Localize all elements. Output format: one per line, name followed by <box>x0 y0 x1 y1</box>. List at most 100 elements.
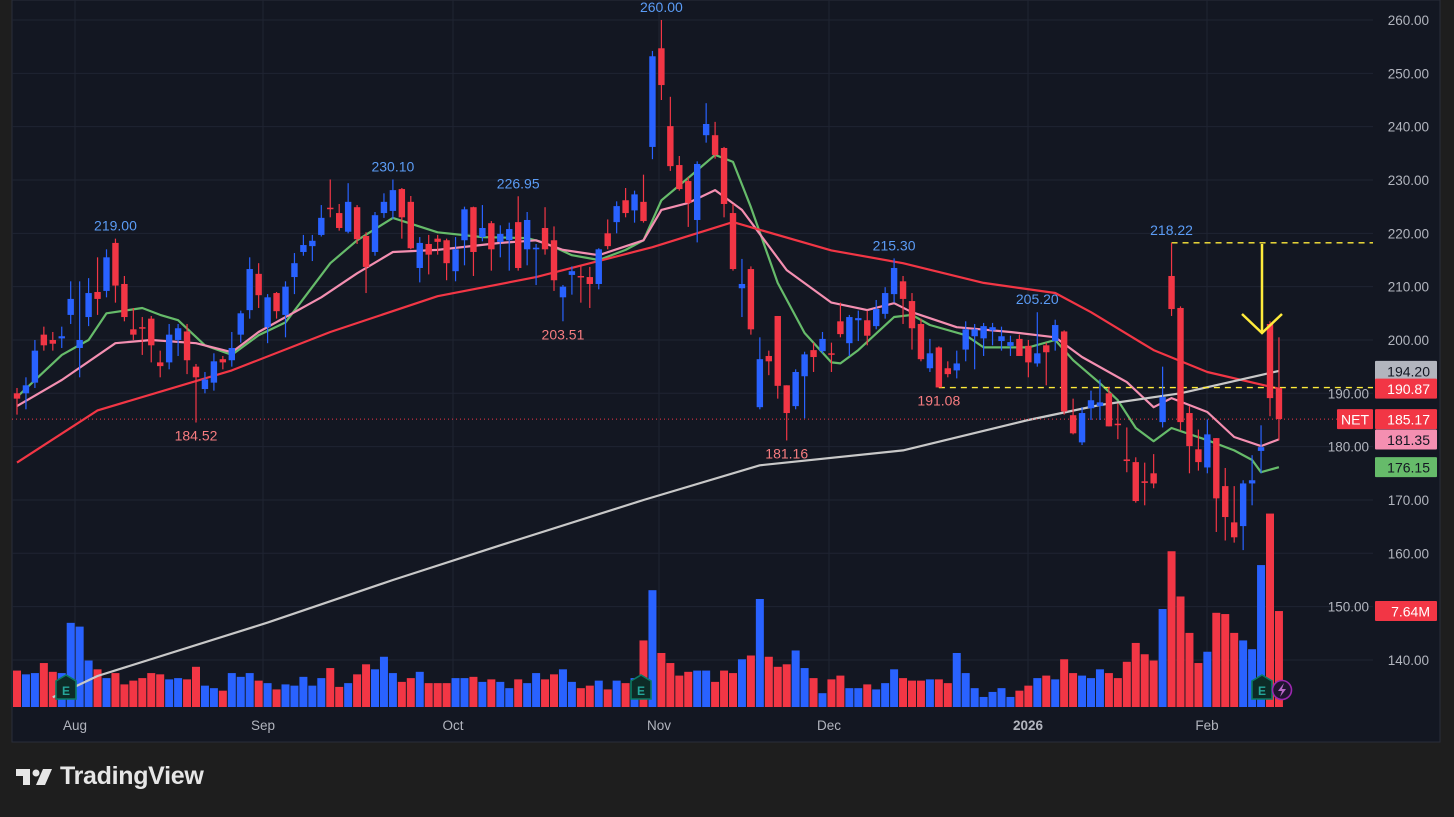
candle[interactable] <box>1204 419 1211 474</box>
candle[interactable] <box>85 278 92 327</box>
candle[interactable] <box>1195 429 1202 471</box>
candle[interactable] <box>130 307 137 340</box>
candle[interactable] <box>747 266 755 335</box>
candle[interactable] <box>953 350 960 379</box>
candle[interactable] <box>103 249 110 298</box>
candle[interactable] <box>595 248 602 290</box>
candle[interactable] <box>434 234 441 255</box>
candle[interactable] <box>1213 438 1220 532</box>
candle[interactable] <box>264 294 271 344</box>
candle[interactable] <box>148 315 155 363</box>
candle[interactable] <box>58 326 65 348</box>
candle[interactable] <box>407 195 414 250</box>
candle[interactable] <box>586 266 593 308</box>
candle[interactable] <box>479 205 486 242</box>
candle[interactable] <box>112 238 119 303</box>
candle[interactable] <box>1231 486 1238 543</box>
candle[interactable] <box>40 326 48 351</box>
candle[interactable] <box>1078 407 1086 446</box>
candle[interactable] <box>694 161 701 243</box>
candle[interactable] <box>1168 242 1175 316</box>
candle[interactable] <box>846 314 853 356</box>
candle[interactable] <box>873 299 880 330</box>
candle[interactable] <box>398 187 406 239</box>
candle[interactable] <box>559 285 567 322</box>
candles[interactable] <box>13 20 1283 551</box>
candle[interactable] <box>210 353 218 391</box>
candle[interactable] <box>1025 339 1032 378</box>
candle[interactable] <box>1034 312 1041 367</box>
candle[interactable] <box>676 155 683 191</box>
candle[interactable] <box>1114 403 1122 440</box>
candle[interactable] <box>309 234 316 262</box>
candle[interactable] <box>389 179 397 219</box>
candle[interactable] <box>917 318 925 362</box>
candle[interactable] <box>67 281 74 324</box>
candle[interactable] <box>801 351 808 419</box>
candle[interactable] <box>273 291 280 319</box>
candle[interactable] <box>362 232 370 294</box>
candle[interactable] <box>523 211 531 266</box>
lightning-icon[interactable] <box>1271 679 1293 701</box>
candle[interactable] <box>1159 366 1166 428</box>
candle[interactable] <box>139 317 146 355</box>
candle[interactable] <box>577 265 585 303</box>
candle[interactable] <box>443 238 450 281</box>
candle[interactable] <box>881 287 889 319</box>
candle[interactable] <box>183 323 191 375</box>
candle[interactable] <box>1123 427 1130 473</box>
candle[interactable] <box>541 207 549 255</box>
candle[interactable] <box>711 121 719 159</box>
candle[interactable] <box>219 355 227 370</box>
candle[interactable] <box>192 363 200 423</box>
candle[interactable] <box>461 206 468 266</box>
candle[interactable] <box>819 331 826 354</box>
candle[interactable] <box>336 203 343 231</box>
candle[interactable] <box>998 326 1005 351</box>
candle[interactable] <box>1257 425 1265 474</box>
candle[interactable] <box>908 293 916 350</box>
candle[interactable] <box>506 222 513 271</box>
candle[interactable] <box>201 371 209 394</box>
candle[interactable] <box>1096 379 1104 420</box>
candle[interactable] <box>1150 454 1157 489</box>
candle[interactable] <box>49 331 56 351</box>
candle[interactable] <box>1043 342 1050 386</box>
candle[interactable] <box>667 96 674 171</box>
candle[interactable] <box>425 234 432 275</box>
candle[interactable] <box>174 323 182 356</box>
candle[interactable] <box>864 310 871 346</box>
candle[interactable] <box>246 257 253 319</box>
candle[interactable] <box>622 187 629 218</box>
candle[interactable] <box>855 310 862 342</box>
candle[interactable] <box>980 322 987 356</box>
candle[interactable] <box>165 323 173 370</box>
earnings-marker[interactable]: E <box>630 674 652 700</box>
candle[interactable] <box>1105 386 1113 427</box>
candle[interactable] <box>1132 457 1139 503</box>
candle[interactable] <box>1222 467 1229 541</box>
candle[interactable] <box>989 322 996 346</box>
candle[interactable] <box>94 257 101 315</box>
candle[interactable] <box>327 179 334 218</box>
candle[interactable] <box>631 190 638 223</box>
candle[interactable] <box>344 183 352 234</box>
candle[interactable] <box>515 196 522 271</box>
candle[interactable] <box>685 177 692 227</box>
candle[interactable] <box>890 258 898 303</box>
candle[interactable] <box>1141 462 1148 506</box>
candle[interactable] <box>1087 390 1095 420</box>
candle[interactable] <box>604 219 611 250</box>
candle[interactable] <box>228 331 235 367</box>
candle[interactable] <box>1177 306 1184 431</box>
candle[interactable] <box>837 302 844 338</box>
candle[interactable] <box>380 193 388 218</box>
candle[interactable] <box>416 237 423 283</box>
candle[interactable] <box>729 203 737 271</box>
candle[interactable] <box>702 103 710 143</box>
candle[interactable] <box>282 281 289 338</box>
candle[interactable] <box>121 275 128 322</box>
candle[interactable] <box>237 310 244 343</box>
candle[interactable] <box>613 201 620 234</box>
